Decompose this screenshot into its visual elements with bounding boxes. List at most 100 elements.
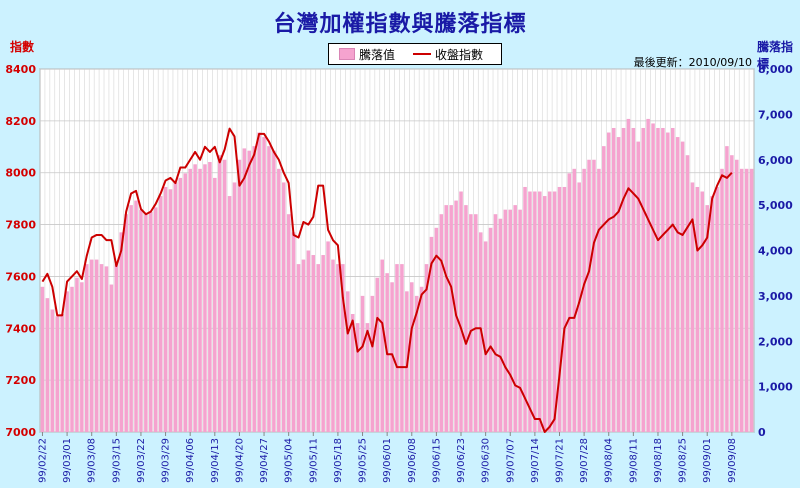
- line-series: [41, 127, 733, 433]
- bar: [380, 259, 385, 432]
- bar: [89, 259, 94, 432]
- bar: [178, 177, 183, 432]
- bar: [208, 162, 212, 433]
- bar: [144, 214, 148, 432]
- x-tick-label: 99/04/13: [210, 438, 221, 483]
- x-tick-label: 99/06/23: [456, 438, 467, 483]
- bar: [414, 295, 419, 432]
- x-tick-label: 99/02/22: [37, 438, 48, 483]
- bar: [375, 277, 380, 432]
- y2-tick-label: 0: [758, 426, 766, 439]
- x-tick-label: 99/04/20: [234, 438, 245, 483]
- bar: [552, 191, 557, 432]
- bar: [326, 241, 330, 432]
- y1-tick-label: 7400: [5, 322, 36, 335]
- x-tick-label: 99/07/28: [579, 438, 590, 483]
- bar: [700, 191, 705, 432]
- bar: [419, 286, 424, 432]
- bar: [75, 277, 79, 432]
- bar: [744, 168, 749, 432]
- bar: [85, 264, 89, 432]
- bar: [710, 196, 714, 432]
- bar: [646, 118, 650, 432]
- y1-axis-title: 指數: [10, 40, 35, 54]
- bar: [311, 255, 316, 432]
- x-tick-label: 99/03/01: [62, 438, 73, 483]
- bar: [705, 205, 709, 432]
- bar: [355, 323, 360, 432]
- bar: [409, 282, 414, 432]
- x-tick-label: 99/06/01: [382, 438, 393, 483]
- bar: [651, 123, 655, 432]
- bar: [232, 182, 237, 432]
- bar: [242, 148, 247, 432]
- bar: [345, 291, 350, 432]
- x-tick-label: 99/08/18: [653, 438, 664, 483]
- bar: [518, 209, 522, 432]
- bar: [40, 286, 45, 432]
- bar: [616, 137, 621, 432]
- bar: [316, 264, 320, 432]
- bar: [193, 164, 197, 432]
- bar: [636, 141, 641, 432]
- bar: [306, 250, 311, 432]
- bar: [50, 309, 55, 432]
- bar: [666, 132, 670, 432]
- x-tick-label: 99/05/04: [284, 438, 295, 483]
- bar: [424, 264, 429, 432]
- bar: [291, 232, 296, 432]
- x-tick-label: 99/08/04: [604, 438, 615, 483]
- bar: [656, 127, 660, 433]
- bar: [498, 218, 503, 432]
- bar: [469, 214, 473, 432]
- bar: [188, 168, 192, 432]
- bar: [538, 191, 542, 432]
- bar: [577, 182, 581, 432]
- bar: [567, 173, 572, 433]
- bar: [675, 137, 680, 432]
- x-tick-label: 99/07/21: [554, 438, 565, 483]
- legend-line-label: 收盤指數: [435, 47, 484, 62]
- bar: [493, 214, 498, 432]
- legend-item-bars: 騰落值: [339, 46, 395, 63]
- bar: [80, 282, 84, 432]
- x-tick-label: 99/08/25: [678, 438, 689, 483]
- bar: [262, 137, 266, 432]
- bar: [153, 207, 158, 432]
- bar: [444, 205, 449, 432]
- x-tick-label: 99/05/25: [358, 438, 369, 483]
- bar: [60, 314, 64, 432]
- bar: [474, 214, 478, 432]
- bar: [252, 146, 256, 432]
- bar: [587, 159, 591, 432]
- y2-tick-label: 7,000: [758, 108, 793, 121]
- bar: [70, 286, 74, 432]
- y1-tick-label: 7800: [5, 219, 36, 232]
- bar: [173, 182, 178, 432]
- bar: [281, 182, 286, 432]
- bar: [336, 264, 340, 432]
- last-updated-label: 最後更新：2010/09/10: [633, 56, 752, 69]
- bar-swatch-icon: [339, 48, 355, 60]
- bar: [528, 191, 532, 432]
- bar: [217, 155, 222, 432]
- line-swatch-icon: [413, 53, 432, 55]
- bar: [99, 264, 104, 432]
- x-tick-label: 99/06/15: [431, 438, 442, 483]
- bar: [350, 314, 355, 432]
- bar: [267, 146, 271, 432]
- bar: [114, 264, 119, 432]
- bar: [670, 127, 675, 433]
- y1-tick-label: 7000: [5, 426, 36, 439]
- x-tick-label: 99/07/07: [505, 438, 516, 483]
- legend-item-line: 收盤指數: [413, 46, 483, 63]
- bar: [434, 227, 439, 432]
- bar: [606, 132, 611, 432]
- bar: [715, 186, 719, 432]
- bar: [400, 264, 404, 432]
- bar: [301, 259, 306, 432]
- bar: [464, 205, 468, 432]
- x-tick-label: 99/06/30: [481, 438, 492, 483]
- bar: [119, 232, 124, 432]
